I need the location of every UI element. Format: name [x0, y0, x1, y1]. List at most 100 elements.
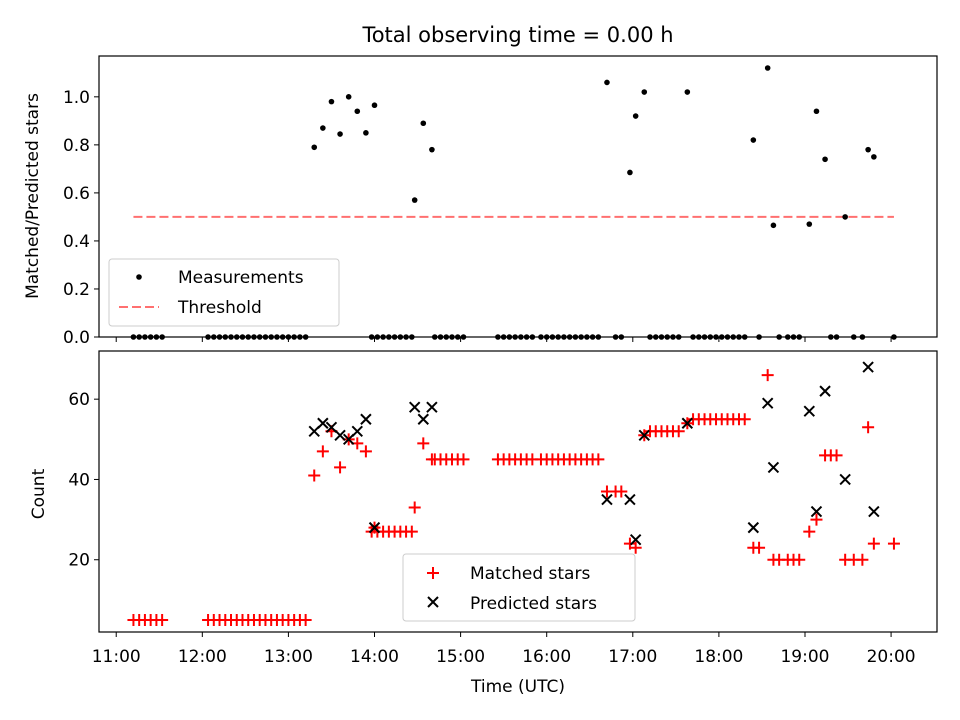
matched-star-point	[615, 485, 628, 498]
bottom-ylabel: Count	[29, 468, 49, 519]
predicted-star-point	[624, 493, 636, 506]
measurement-point	[770, 222, 777, 229]
bottom-xtick-label: 14:00	[350, 647, 399, 667]
predicted-star-point	[681, 417, 694, 429]
measurement-point	[813, 108, 820, 115]
matched-star-point	[408, 501, 421, 514]
matched-star-point	[299, 613, 312, 626]
measurement-point	[354, 108, 361, 115]
matched-star-point	[592, 453, 605, 466]
matched-star-point	[867, 537, 880, 550]
predicted-star-point	[761, 397, 774, 409]
top-panel: Total observing time = 0.00 h Matched/Pr…	[23, 23, 938, 348]
bottom-ticks: 20 40 60 11:00 12:00 13:00 14:00 15:00 16:00 17:0…	[68, 390, 915, 667]
top-legend: Measurements Threshold	[108, 258, 340, 327]
bottom-axes-frame	[98, 350, 938, 633]
predicted-star-point	[839, 473, 851, 486]
matched-star-point	[862, 421, 875, 434]
matched-star-point	[457, 453, 470, 466]
bottom-xtick-label: 11:00	[92, 647, 141, 667]
legend-predicted-marker	[427, 596, 439, 608]
matched-star-point	[308, 469, 321, 482]
bottom-panel: Count Time (UTC) 20 40 60 11:00 12:00 13:00 14…	[29, 350, 938, 697]
predicted-star-point	[317, 417, 329, 429]
measurement-point	[764, 65, 771, 71]
measurement-point	[429, 146, 435, 153]
matched-star-point	[316, 445, 329, 458]
bottom-legend: Matched stars Predicted stars	[402, 553, 636, 622]
matched-star-point	[856, 553, 869, 566]
matched-star-point	[629, 541, 642, 554]
matched-star-point	[830, 449, 843, 462]
bottom-xtick-label: 18:00	[694, 647, 743, 667]
measurement-point	[311, 144, 318, 151]
measurement-point	[871, 154, 877, 160]
bottom-xlabel: Time (UTC)	[470, 677, 565, 697]
measurement-point	[627, 169, 633, 176]
matched-star-point	[753, 541, 766, 554]
top-ytick-label: 0.6	[63, 184, 90, 204]
matched-star-point	[810, 513, 823, 526]
predicted-star-point	[351, 425, 363, 437]
matched-star-point	[887, 537, 900, 550]
top-ylabel: Matched/Predicted stars	[23, 93, 43, 299]
bottom-xtick-label: 13:00	[264, 647, 313, 667]
legend-predicted-label: Predicted stars	[470, 594, 597, 614]
measurement-point	[371, 102, 378, 109]
top-ticks: 0.0 0.2 0.4 0.6 0.8 1.0	[63, 88, 892, 348]
bottom-xtick-label: 16:00	[522, 647, 571, 667]
matched-star-point	[793, 553, 806, 566]
measurement-point	[337, 131, 343, 137]
measurement-point	[641, 89, 648, 95]
legend-threshold-label: Threshold	[177, 298, 262, 318]
measurement-point	[632, 113, 639, 119]
predicted-star-point	[747, 521, 760, 534]
predicted-star-point	[767, 461, 780, 474]
predicted-star-point	[803, 405, 815, 417]
top-axes-frame	[98, 55, 938, 338]
predicted-star-point	[638, 429, 650, 442]
measurement-point	[411, 197, 418, 203]
predicted-star-point	[408, 401, 421, 413]
predicted-star-point	[360, 413, 372, 425]
top-ytick-label: 1.0	[63, 88, 90, 108]
measurement-point	[842, 214, 848, 220]
bottom-ytick-label: 20	[68, 551, 90, 571]
legend-matched-marker	[427, 567, 439, 579]
predicted-star-point	[629, 533, 642, 546]
matched-star-point	[417, 437, 430, 450]
matched-star-point	[359, 445, 372, 458]
bottom-xtick-label: 17:00	[608, 647, 657, 667]
bottom-ytick-label: 40	[68, 470, 90, 490]
legend-matched-label: Matched stars	[470, 564, 590, 584]
measurement-point	[420, 120, 427, 127]
matched-star-point	[803, 525, 816, 538]
predicted-star-point	[601, 493, 613, 506]
top-ytick-label: 0.4	[63, 232, 90, 252]
matched-star-point	[156, 613, 169, 626]
top-ytick-label: 0.2	[63, 280, 90, 300]
bottom-xtick-label: 12:00	[178, 647, 227, 667]
bottom-xtick-label: 19:00	[780, 647, 829, 667]
measurement-point	[806, 221, 813, 227]
measurement-point	[865, 146, 871, 153]
bottom-legend-box	[402, 553, 636, 622]
predicted-star-point	[810, 505, 823, 518]
legend-measurements-label: Measurements	[178, 268, 304, 288]
predicted-star-point	[819, 385, 831, 397]
matched-star-point	[405, 525, 418, 538]
measurement-point	[684, 89, 691, 95]
measurement-point	[363, 130, 369, 136]
predicted-star-point	[862, 361, 874, 373]
measurement-point	[750, 137, 757, 143]
bottom-ytick-label: 60	[68, 390, 90, 410]
measurement-point	[320, 125, 326, 131]
predicted-star-point	[426, 401, 438, 413]
top-ytick-label: 0.0	[63, 328, 90, 348]
matched-star-point	[761, 369, 774, 382]
matched-star-point	[334, 461, 347, 474]
top-ytick-label: 0.8	[63, 136, 90, 156]
bottom-marks	[127, 361, 900, 626]
legend-measurements-marker	[136, 274, 142, 280]
